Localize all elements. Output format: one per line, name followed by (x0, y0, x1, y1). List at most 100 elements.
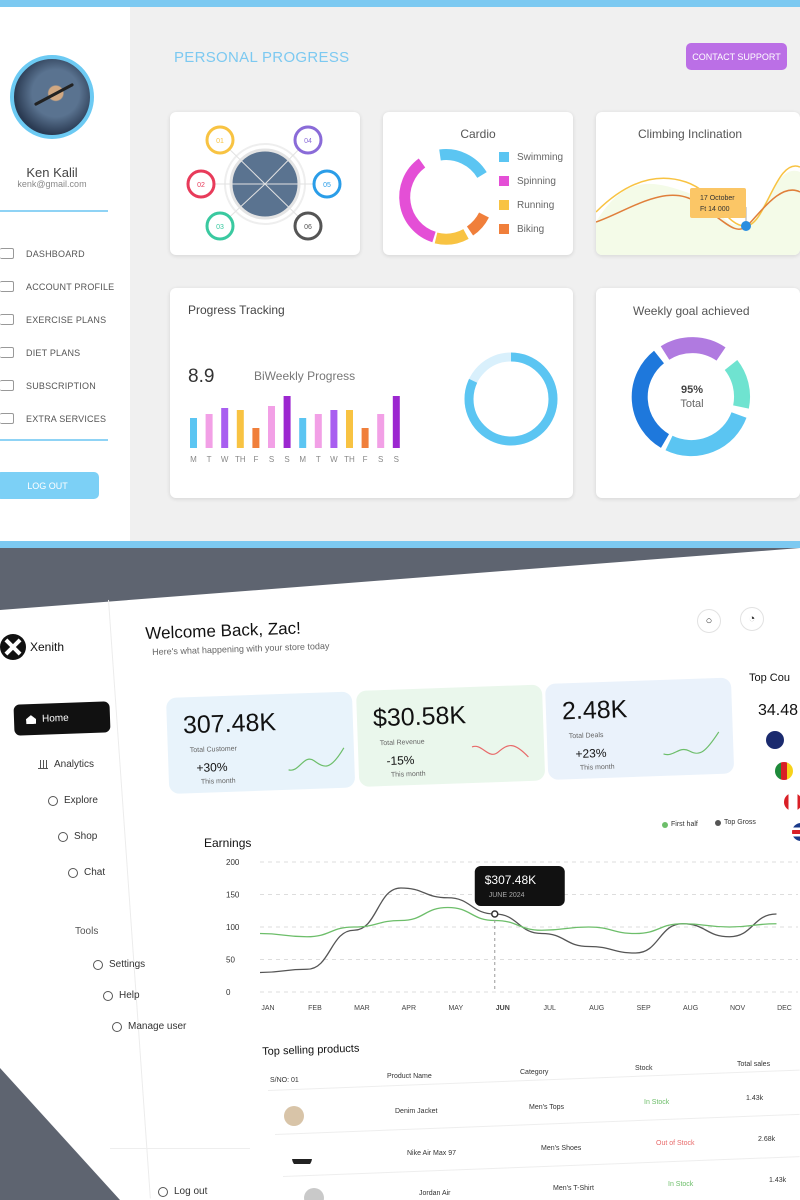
stat-label: Total Customer (189, 745, 238, 755)
nav-home-label: Home (41, 712, 69, 725)
logout-button[interactable]: LOG OUT (0, 472, 99, 499)
sidebar-divider-bottom (0, 439, 108, 441)
progress-day-label: M (299, 455, 306, 464)
x-tick-label: DEC (777, 1005, 792, 1012)
nav-extra-services[interactable]: EXTRA SERVICES (0, 402, 125, 435)
step-node[interactable] (293, 125, 323, 155)
x-tick-label: JAN (261, 1005, 274, 1012)
x-tick-label: MAY (448, 1005, 463, 1012)
y-tick-label: 0 (226, 988, 231, 997)
progress-bar (314, 414, 322, 448)
product-name[interactable]: Jordan Air (419, 1190, 451, 1197)
nav-manage-user[interactable]: Manage user (112, 1021, 186, 1032)
step-label: 02 (197, 182, 205, 189)
progress-day-label: T (207, 455, 212, 464)
step-node[interactable] (293, 211, 323, 241)
climbing-marker[interactable] (741, 221, 751, 231)
legend-top-gross-label: Top Gross (724, 819, 756, 826)
goal-arc-light-blue (665, 411, 747, 457)
step-node[interactable] (186, 169, 216, 199)
nav-subscription-label: SUBSCRIPTION (26, 380, 96, 391)
nav-logout-label: Log out (174, 1186, 208, 1197)
nav-logout[interactable]: Log out (158, 1186, 207, 1197)
goal-arc-purple (660, 337, 726, 361)
avatar[interactable] (10, 55, 94, 139)
chat-icon (68, 867, 78, 878)
progress-bar (205, 414, 213, 448)
stat-value: 2.48K (561, 695, 628, 726)
cardio-legend: Swimming Spinning Running Biking (499, 145, 563, 241)
progress-day-label: F (363, 455, 368, 464)
tools-heading: Tools (75, 926, 99, 937)
nav-chat[interactable]: Chat (68, 867, 105, 878)
nav-chat-label: Chat (84, 867, 106, 878)
nav-analytics-label: Analytics (54, 759, 95, 770)
stat-sparkline (288, 747, 345, 771)
x-tick-label: JUL (543, 1005, 556, 1012)
cardio-arc-running (434, 229, 469, 245)
progress-ring (464, 352, 558, 446)
earnings-chart: 200 150 100 50 0 JAN FEB MAR APR MAY JUN JUL AUG SEP… (226, 858, 798, 1012)
y-tick-label: 50 (226, 956, 235, 965)
step-label: 06 (304, 224, 312, 231)
fitness-nav: DASHBOARD ACCOUNT PROFILE EXERCISE PLANS… (0, 237, 125, 435)
progress-bar (392, 396, 400, 448)
gear-icon (93, 959, 103, 970)
stat-card-customers[interactable]: 307.48K Total Customer +30% This month (166, 691, 356, 794)
progress-day-label: S (284, 455, 289, 464)
steps-card: 01 02 03 04 05 06 (170, 112, 360, 255)
nav-dashboard[interactable]: DASHBOARD (0, 237, 125, 270)
book-icon (0, 347, 14, 358)
progress-day-label: W (221, 455, 229, 464)
product-name[interactable]: Denim Jacket (395, 1108, 438, 1115)
nav-exercise-plans[interactable]: EXERCISE PLANS (0, 303, 125, 336)
progress-bar (299, 418, 307, 448)
nav-help[interactable]: Help (103, 990, 140, 1001)
progress-day-label: F (253, 455, 258, 464)
nav-explore[interactable]: Explore (48, 795, 98, 806)
product-name[interactable]: Nike Air Max 97 (407, 1150, 457, 1157)
stat-card-deals[interactable]: 2.48K Total Deals +23% This month (545, 677, 735, 780)
step-node[interactable] (205, 211, 235, 241)
stat-card-revenue[interactable]: $30.58K Total Revenue -15% This month (356, 684, 546, 787)
legend-dot (662, 821, 668, 828)
steps-diagram: 01 02 03 04 05 06 (186, 125, 342, 241)
tooltip-date: JUNE 2024 (489, 892, 525, 899)
nav-settings[interactable]: Settings (93, 959, 145, 970)
tooltip-point[interactable] (491, 910, 499, 918)
legend-label-running: Running (517, 199, 555, 211)
product-sales: 1.43k (746, 1095, 764, 1102)
step-label: 05 (323, 182, 331, 189)
progress-bar (252, 428, 260, 448)
progress-value: 8.9 (188, 366, 215, 387)
nav-account-profile[interactable]: ACCOUNT PROFILE (0, 270, 125, 303)
search-button[interactable]: ○ (697, 609, 721, 633)
nav-home[interactable]: Home (13, 701, 111, 736)
nav-shop[interactable]: Shop (58, 831, 97, 842)
step-label: 04 (304, 138, 312, 145)
climbing-line-orange (596, 189, 800, 230)
x-tick-label: MAR (354, 1005, 370, 1012)
chart-tooltip (474, 866, 565, 906)
step-node[interactable] (205, 125, 235, 155)
nav-diet-plans[interactable]: DIET PLANS (0, 336, 125, 369)
step-node[interactable] (312, 169, 342, 199)
stat-sparkline (471, 745, 529, 758)
progress-day-label: W (330, 455, 338, 464)
nav-subscription[interactable]: SUBSCRIPTION (0, 369, 125, 402)
weekly-goal-donut (631, 337, 751, 457)
progress-title: Progress Tracking (188, 303, 285, 317)
climbing-card: Climbing Inclination 17 October Ft 14 00… (596, 112, 800, 255)
product-thumbnail (284, 1106, 304, 1126)
legend-item: Swimming (499, 145, 563, 169)
bar-chart-icon (38, 760, 48, 769)
legend-label-biking: Biking (517, 223, 545, 235)
store-dashboard (0, 548, 800, 1200)
notifications-button[interactable]: ◔ (740, 607, 764, 631)
stat-period: This month (579, 763, 615, 772)
climbing-tooltip-value: Ft 14 000 (700, 206, 730, 213)
contact-support-button[interactable]: CONTACT SUPPORT (686, 43, 787, 70)
nav-analytics[interactable]: Analytics (38, 759, 94, 770)
nav-extra-services-label: EXTRA SERVICES (26, 413, 107, 424)
xenith-logo-icon[interactable] (0, 634, 26, 660)
